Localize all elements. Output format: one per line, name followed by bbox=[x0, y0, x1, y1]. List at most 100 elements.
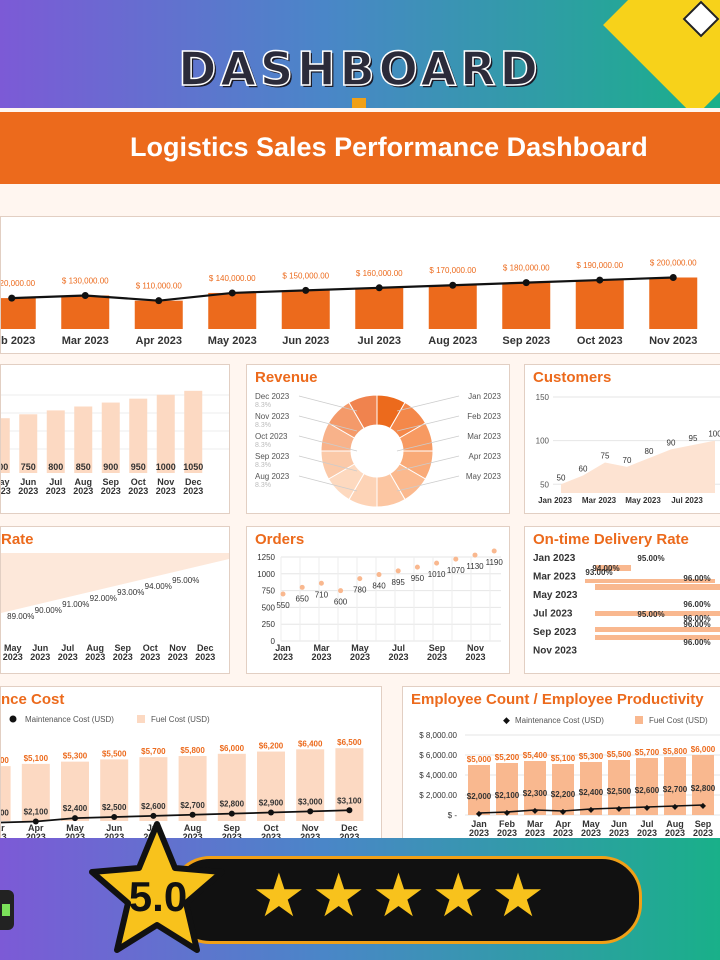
orders-y-tick: 1000 bbox=[257, 570, 275, 579]
emp-x-label: Mar bbox=[527, 819, 544, 829]
rate-chart: 89.00%May202390.00%Jun202391.00%Jul20239… bbox=[1, 553, 229, 662]
employees-panel: Employee Count / Employee Productivity ◆… bbox=[402, 686, 720, 844]
customers-x-label: Mar 2023 bbox=[582, 496, 617, 505]
fuel-bar bbox=[217, 753, 246, 821]
revenue-right-label: Apr 2023 bbox=[469, 452, 502, 461]
units-chart: 700May2023750Jun2023800Jul2023850Aug2023… bbox=[0, 390, 229, 496]
ontime-bar bbox=[595, 611, 720, 616]
emp-fuel-bar bbox=[580, 762, 602, 815]
units-value-label: 850 bbox=[76, 462, 91, 472]
cost-chart: Maintenance Cost (USD) Fuel Cost (USD) $4,… bbox=[0, 715, 364, 842]
sales-point bbox=[228, 289, 236, 297]
sales-x-label: Mar 2023 bbox=[62, 335, 109, 347]
orders-point bbox=[318, 580, 324, 586]
maintenance-value-label: $2,100 bbox=[24, 807, 49, 816]
maintenance-point bbox=[228, 810, 235, 817]
rate-x-label-year: 2023 bbox=[58, 652, 78, 662]
dashboard-title: Logistics Sales Performance Dashboard bbox=[130, 132, 648, 162]
sales-value-label: $ 170,000.00 bbox=[429, 266, 476, 275]
orders-x-label: Nov bbox=[467, 643, 484, 653]
orders-x-label-year: 2023 bbox=[427, 652, 447, 662]
revenue-right-label: Jan 2023 bbox=[468, 392, 501, 401]
rate-area bbox=[1, 553, 229, 613]
units-x-label: Jul bbox=[49, 477, 62, 487]
emp-fuel-value-label: $6,000 bbox=[691, 745, 716, 754]
emp-point: ◆ bbox=[672, 802, 679, 811]
emp-maint-value-label: $2,200 bbox=[551, 790, 576, 799]
units-x-label: Aug bbox=[75, 477, 93, 487]
rate-x-label: May bbox=[4, 643, 22, 653]
maintenance-point bbox=[268, 809, 274, 816]
units-panel: 700May2023750Jun2023800Jul2023850Aug2023… bbox=[0, 364, 230, 514]
rate-value-label: 95.00% bbox=[172, 576, 199, 585]
ontime-value-label: 94.00% bbox=[592, 564, 619, 573]
sales-trend-line bbox=[11, 276, 674, 302]
sales-value-label: $ 190,000.00 bbox=[576, 261, 623, 270]
fuel-bar bbox=[21, 763, 50, 821]
orders-value-label: 600 bbox=[334, 598, 348, 607]
revenue-left-label: Aug 2023 bbox=[255, 472, 290, 481]
revenue-leader-line bbox=[396, 455, 460, 472]
revenue-right-label: Feb 2023 bbox=[467, 412, 501, 421]
emp-fuel-bar bbox=[608, 760, 630, 815]
maintenance-value-label: $2,500 bbox=[102, 803, 127, 812]
employees-chart: ◆ Maintenance Cost (USD) Fuel Cost (USD) $ … bbox=[419, 715, 720, 838]
orders-x-label: May bbox=[351, 643, 369, 653]
units-bar bbox=[0, 418, 10, 473]
emp-x-label-year: 2023 bbox=[637, 828, 657, 838]
sales-point bbox=[522, 279, 530, 287]
emp-y-tick: $ 6,000.00 bbox=[419, 751, 457, 760]
units-value-label: 1000 bbox=[156, 462, 176, 472]
emp-fuel-bar bbox=[552, 764, 574, 815]
revenue-leader-line bbox=[396, 435, 460, 452]
emp-fuel-value-label: $5,500 bbox=[607, 750, 632, 759]
sales-trend-chart: $ 120,000.00 Feb 2023 $ 130,000.00 Mar 2023… bbox=[0, 258, 698, 347]
emp-x-label: Apr bbox=[555, 819, 571, 829]
revenue-left-label: Nov 2023 bbox=[255, 412, 290, 421]
sales-x-label: Sep 2023 bbox=[502, 335, 550, 347]
units-value-label: 700 bbox=[1, 462, 8, 472]
orders-x-label-year: 2023 bbox=[311, 652, 331, 662]
revenue-right-label: May 2023 bbox=[466, 472, 502, 481]
units-value-label: 950 bbox=[131, 462, 146, 472]
sales-bar bbox=[649, 277, 698, 329]
sales-trend-panel: $ 120,000.00 Feb 2023 $ 130,000.00 Mar 2023… bbox=[0, 216, 720, 354]
rate-x-label: Oct bbox=[143, 643, 158, 653]
units-x-label-year: 2023 bbox=[1, 486, 11, 496]
emp-maint-value-label: $2,400 bbox=[579, 788, 604, 797]
ontime-value-label: 96.00% bbox=[683, 614, 710, 623]
maintenance-line bbox=[0, 809, 350, 824]
orders-y-tick: 0 bbox=[271, 637, 276, 646]
customers-value-label: 75 bbox=[601, 451, 610, 460]
cost-x-label: Nov bbox=[302, 823, 319, 833]
revenue-left-percent: 8.3% bbox=[255, 482, 271, 489]
revenue-leader-line bbox=[396, 415, 460, 432]
emp-line bbox=[478, 804, 704, 814]
cost-x-label-year: 2023 bbox=[261, 832, 281, 842]
units-bar bbox=[129, 398, 148, 473]
customers-title: Customers bbox=[533, 369, 612, 386]
customers-value-label: 95 bbox=[689, 434, 698, 443]
emp-point: ◆ bbox=[644, 803, 651, 812]
maintenance-point bbox=[189, 811, 196, 818]
sales-value-label: $ 200,000.00 bbox=[650, 258, 697, 267]
emp-point: ◆ bbox=[532, 806, 539, 815]
sales-point bbox=[302, 286, 310, 294]
sales-point bbox=[81, 292, 89, 300]
cost-legend-label: Fuel Cost (USD) bbox=[151, 715, 210, 724]
sales-x-label: Aug 2023 bbox=[428, 335, 477, 347]
fuel-bar bbox=[100, 759, 129, 821]
orders-point bbox=[299, 584, 305, 590]
orders-x-label: Sep bbox=[429, 643, 446, 653]
orders-value-label: 1070 bbox=[447, 566, 465, 575]
maintenance-point bbox=[32, 818, 39, 825]
emp-fuel-value-label: $5,100 bbox=[551, 754, 576, 763]
emp-fuel-value-label: $5,000 bbox=[467, 755, 492, 764]
maintenance-value-label: $2,600 bbox=[141, 802, 166, 811]
revenue-leader-line bbox=[298, 435, 358, 452]
cost-x-label: May bbox=[66, 823, 84, 833]
rating-score: 5.0 bbox=[128, 873, 188, 920]
ontime-value-label: 96.00% bbox=[683, 600, 710, 609]
emp-fuel-bar bbox=[524, 761, 546, 815]
page-title: DASHBOARD bbox=[177, 41, 542, 97]
